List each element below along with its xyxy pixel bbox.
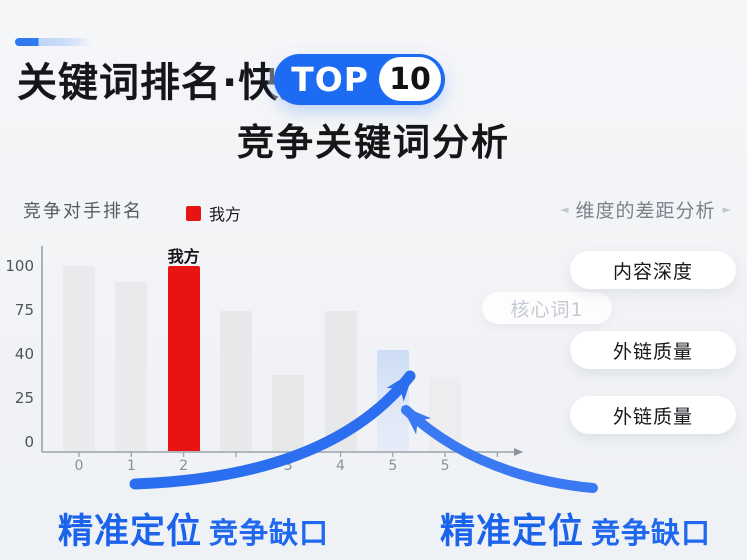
page-subtitle: 竞争关键词分析 — [237, 121, 510, 164]
dimension-analysis-title: 维度的差距分析 — [575, 200, 716, 222]
x-axis-tick-label: 1 — [126, 458, 136, 474]
chevron-left-icon: ◄ — [560, 203, 569, 216]
legend-swatch-red — [186, 205, 201, 221]
badge-top-label: TOP — [291, 59, 369, 99]
bar-annotation-ours: 我方 — [167, 247, 200, 266]
x-axis-tick-label: 0 — [74, 458, 84, 474]
y-axis-tick-label: 0 — [24, 433, 34, 451]
chart-title: 竞争对手排名 — [23, 201, 143, 222]
chart-legend: 我方 — [186, 201, 241, 225]
caption-right-strong: 精准定位 — [440, 512, 585, 552]
y-axis-tick-label: 100 — [5, 257, 34, 275]
caption-right-rest: 竞争缺口 — [591, 516, 712, 550]
chevron-right-icon: ► — [722, 203, 731, 216]
y-axis-tick-label: 25 — [14, 389, 34, 407]
bar-competitor — [219, 311, 252, 451]
bar-competitor — [115, 281, 148, 451]
caption-right: 精准定位 竞争缺口 — [440, 503, 711, 554]
bar-competitor — [272, 374, 305, 451]
bar-competitor — [324, 311, 357, 451]
dimension-pill-backlink-quality-2: 外链质量 — [570, 396, 736, 434]
dimension-analysis-header: ◄ 维度的差距分析 ► — [548, 196, 743, 223]
y-axis-tick-label: 40 — [14, 345, 34, 363]
bar-competitor — [429, 377, 462, 451]
x-axis-tick-label: 2 — [179, 458, 189, 474]
y-axis-tick-label: 75 — [14, 301, 34, 319]
x-axis-tick-label: 5 — [440, 458, 450, 474]
x-axis-tick-label: 3 — [283, 458, 293, 474]
caption-left-strong: 精准定位 — [58, 512, 203, 552]
legend-label: 我方 — [209, 205, 242, 224]
caption-left-rest: 竞争缺口 — [209, 516, 330, 550]
x-axis-tick-label: 5 — [388, 458, 398, 474]
bar-gap-highlight — [376, 350, 409, 451]
bar-competitor — [63, 266, 95, 451]
top10-badge: TOP 10 — [274, 53, 445, 105]
x-axis-tick-label: 4 — [336, 458, 345, 474]
page-title: 关键词排名·快速 — [17, 60, 321, 106]
title-row: 关键词排名·快速 TOP 10 — [17, 50, 445, 108]
faded-keyword-tag: 核心词1 — [482, 292, 612, 324]
axis-tick-marks — [78, 452, 499, 457]
dimension-pill-backlink-quality: 外链质量 — [570, 331, 736, 369]
decor-progress-bar — [15, 38, 92, 46]
badge-number: 10 — [378, 57, 441, 101]
bar-ours — [167, 266, 200, 451]
caption-left: 精准定位 竞争缺口 — [58, 503, 329, 554]
dimension-pill-content-depth: 内容深度 — [570, 251, 736, 289]
